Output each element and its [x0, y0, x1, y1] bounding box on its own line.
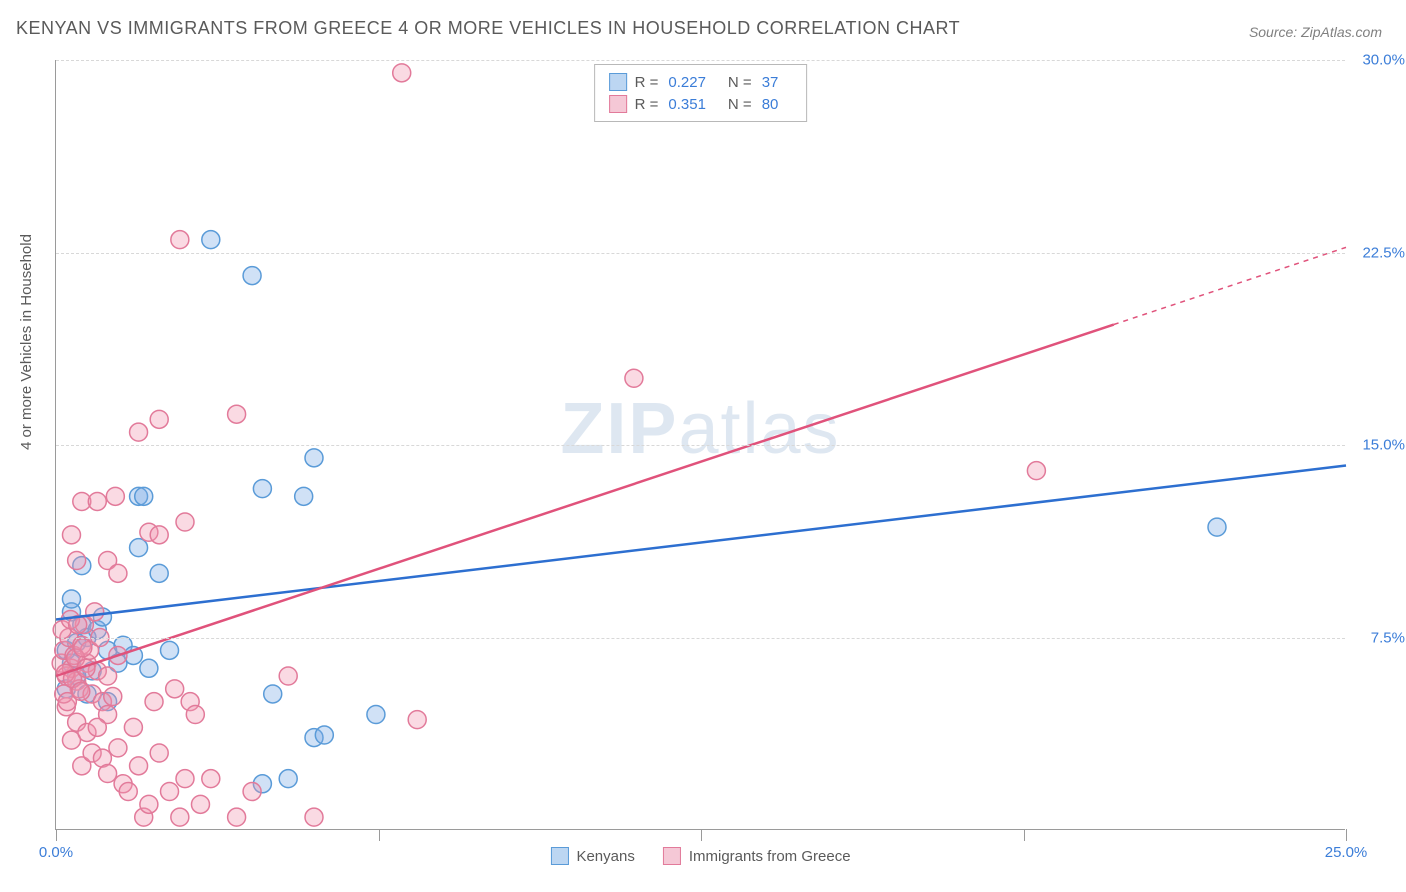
plot-area: ZIPatlas R =0.227N =37R =0.351N =80 Keny…: [55, 60, 1345, 830]
data-point: [279, 667, 297, 685]
data-point: [88, 718, 106, 736]
data-point: [150, 410, 168, 428]
gridline: [56, 60, 1345, 61]
data-point: [191, 795, 209, 813]
data-point: [161, 641, 179, 659]
regression-line: [56, 466, 1346, 620]
data-point: [625, 369, 643, 387]
data-point: [86, 603, 104, 621]
source-attribution: Source: ZipAtlas.com: [1249, 24, 1382, 40]
regression-line: [56, 325, 1114, 676]
data-point: [367, 706, 385, 724]
data-point: [130, 423, 148, 441]
data-point: [408, 711, 426, 729]
legend-series-label: Immigrants from Greece: [689, 848, 851, 865]
data-point: [393, 64, 411, 82]
data-point: [130, 757, 148, 775]
legend-series-item: Immigrants from Greece: [663, 847, 851, 865]
data-point: [140, 795, 158, 813]
data-point: [124, 718, 142, 736]
data-point: [1208, 518, 1226, 536]
x-tick: [56, 829, 57, 841]
data-point: [74, 639, 92, 657]
data-point: [295, 487, 313, 505]
chart-title: KENYAN VS IMMIGRANTS FROM GREECE 4 OR MO…: [16, 18, 960, 39]
regression-line-dashed: [1114, 247, 1346, 324]
x-tick: [701, 829, 702, 841]
data-point: [176, 770, 194, 788]
legend-series-item: Kenyans: [550, 847, 634, 865]
data-point: [72, 682, 90, 700]
gridline: [56, 638, 1345, 639]
data-point: [161, 783, 179, 801]
x-tick: [1346, 829, 1347, 841]
data-point: [202, 231, 220, 249]
y-tick-label: 7.5%: [1371, 629, 1405, 646]
y-tick-label: 22.5%: [1362, 244, 1405, 261]
data-point: [243, 783, 261, 801]
data-point: [305, 449, 323, 467]
x-tick-label: 25.0%: [1325, 844, 1368, 861]
data-point: [104, 688, 122, 706]
data-point: [279, 770, 297, 788]
data-point: [109, 564, 127, 582]
data-point: [109, 739, 127, 757]
data-point: [68, 552, 86, 570]
gridline: [56, 253, 1345, 254]
data-point: [140, 659, 158, 677]
y-tick-label: 30.0%: [1362, 52, 1405, 69]
data-point: [135, 487, 153, 505]
gridline: [56, 445, 1345, 446]
data-point: [253, 480, 271, 498]
y-axis-label: 4 or more Vehicles in Household: [18, 234, 35, 450]
data-point: [228, 808, 246, 826]
data-point: [186, 706, 204, 724]
legend-series: Kenyans Immigrants from Greece: [550, 847, 850, 865]
data-point: [62, 526, 80, 544]
data-point: [145, 693, 163, 711]
data-point: [228, 405, 246, 423]
data-point: [264, 685, 282, 703]
data-point: [130, 539, 148, 557]
legend-series-label: Kenyans: [576, 848, 634, 865]
x-tick-label: 0.0%: [39, 844, 73, 861]
data-point: [171, 808, 189, 826]
x-tick: [379, 829, 380, 841]
data-point: [243, 267, 261, 285]
data-point: [150, 744, 168, 762]
data-point: [62, 590, 80, 608]
legend-swatch: [663, 847, 681, 865]
data-point: [176, 513, 194, 531]
data-point: [88, 492, 106, 510]
data-point: [150, 526, 168, 544]
legend-swatch: [550, 847, 568, 865]
data-point: [171, 231, 189, 249]
data-point: [305, 808, 323, 826]
x-tick: [1024, 829, 1025, 841]
data-point: [119, 783, 137, 801]
data-point: [202, 770, 220, 788]
y-tick-label: 15.0%: [1362, 437, 1405, 454]
data-point: [166, 680, 184, 698]
data-point: [106, 487, 124, 505]
data-point: [1027, 462, 1045, 480]
data-point: [99, 765, 117, 783]
data-point: [150, 564, 168, 582]
data-point: [99, 667, 117, 685]
data-point: [315, 726, 333, 744]
